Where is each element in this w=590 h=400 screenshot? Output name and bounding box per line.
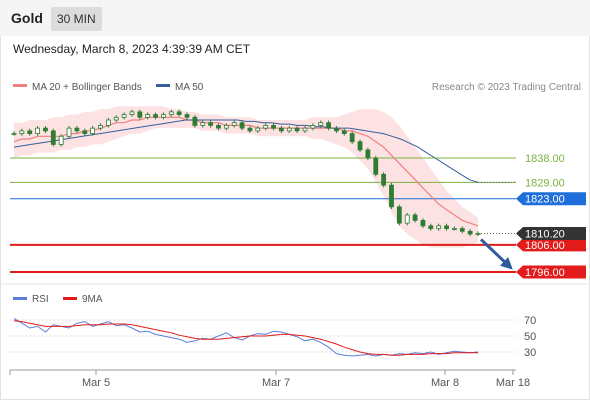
candle-body	[310, 125, 316, 129]
candle-body	[200, 122, 206, 126]
candle-body	[294, 127, 300, 132]
bollinger-band-area	[14, 106, 478, 248]
copyright-label: Research © 2023 Trading Central	[432, 82, 581, 93]
candle-body	[357, 141, 363, 151]
candle-body	[334, 127, 339, 132]
candle-body	[50, 130, 56, 145]
candle-body	[74, 127, 80, 132]
candle-body	[459, 228, 465, 232]
rsi-ma-legend-swatch	[63, 297, 77, 300]
candle-body	[373, 157, 379, 175]
candle-body	[208, 122, 214, 126]
candle-body	[113, 116, 119, 121]
candle-body	[341, 130, 347, 134]
candle-body	[90, 127, 96, 134]
candle-body	[223, 125, 229, 129]
rsi-ma-legend-label: 9MA	[82, 294, 103, 305]
ma50-line	[13, 119, 479, 183]
ma20-legend-swatch	[13, 84, 27, 87]
level-tag	[516, 265, 586, 279]
instrument-title: Gold	[11, 10, 43, 26]
time-axis-ticks: Mar 5 Mar 7 Mar 8 Mar 18	[9, 370, 530, 389]
rsi-line	[13, 317, 479, 357]
level-label: 1796.00	[525, 267, 565, 279]
candle-body	[82, 130, 88, 134]
level-label: 1823.00	[525, 194, 565, 206]
candle-body	[247, 127, 253, 132]
candle-body	[349, 133, 355, 143]
time-tick-label: Mar 5	[82, 377, 110, 389]
rsi-layer: 70 50 30	[10, 315, 536, 359]
candle-body	[168, 111, 174, 115]
rsi-tick-label: 30	[524, 347, 536, 359]
candle-body	[153, 114, 158, 118]
candle-body	[176, 111, 182, 115]
candle-body	[43, 127, 48, 132]
candle-body	[11, 133, 17, 135]
candle-body	[326, 122, 331, 129]
candle-body	[231, 122, 237, 126]
level-label: 1838.00	[525, 153, 565, 165]
rsi-tick-label: 50	[524, 331, 536, 343]
candle-body	[467, 230, 473, 235]
candle-body	[396, 206, 402, 224]
candle-body	[302, 127, 308, 132]
candle-body	[121, 114, 127, 118]
candle-body	[58, 135, 64, 145]
timeframe-badge[interactable]: 30 MIN	[51, 7, 102, 31]
rsi-legend-label: RSI	[32, 294, 49, 305]
candle-body	[27, 130, 33, 134]
candle-body	[389, 184, 394, 208]
ma20-legend-label: MA 20 + Bollinger Bands	[32, 82, 142, 93]
last-price-label: 1810.20	[525, 228, 565, 240]
candle-body	[286, 127, 292, 132]
time-tick-label: Mar 8	[431, 377, 459, 389]
rsi-legend-swatch	[13, 297, 27, 300]
candle-body	[161, 114, 166, 118]
candle-body	[412, 214, 418, 221]
candle-body	[105, 119, 111, 126]
candle-body	[318, 122, 324, 126]
forecast-arrow	[479, 238, 513, 270]
candle-body	[444, 225, 449, 229]
candle-body	[420, 220, 426, 227]
level-label: 1806.00	[525, 240, 565, 252]
candle-body	[428, 225, 434, 229]
candle-body	[404, 214, 410, 224]
candle-body	[365, 149, 371, 159]
candle-body	[381, 173, 387, 186]
candle-body	[35, 127, 40, 134]
candle-body	[216, 125, 221, 129]
candle-body	[278, 127, 284, 132]
time-tick-label: Mar 7	[262, 377, 290, 389]
rsi-tick-label: 70	[524, 315, 536, 327]
candle-body	[145, 114, 151, 118]
level-tag	[516, 238, 586, 252]
timestamp: Wednesday, March 8, 2023 4:39:39 AM CET	[13, 42, 251, 56]
candle-body	[271, 125, 276, 129]
level-label: 1829.00	[525, 177, 565, 189]
candle-body	[98, 125, 103, 129]
level-tag	[516, 192, 586, 206]
candle-body	[184, 114, 190, 118]
candle-body	[66, 127, 72, 137]
candle-body	[129, 111, 135, 115]
candle-body	[192, 116, 198, 126]
candle-body	[19, 130, 25, 134]
time-tick-label: Mar 18	[496, 377, 530, 389]
rsi-ma-line	[13, 320, 478, 356]
candle-body	[452, 228, 457, 230]
candle-body	[137, 111, 143, 118]
candle-body	[436, 225, 442, 229]
ma50-legend-swatch	[156, 84, 170, 87]
candle-body	[239, 122, 245, 129]
last-price-tag	[516, 226, 586, 240]
price-layer: 1838.00 1829.00 1823.00 1806.00 1796.00 1810.…	[10, 106, 586, 279]
ma50-legend-label: MA 50	[175, 82, 204, 93]
candle-body	[255, 127, 261, 132]
candle-body	[263, 125, 269, 129]
candle-body	[475, 233, 481, 235]
